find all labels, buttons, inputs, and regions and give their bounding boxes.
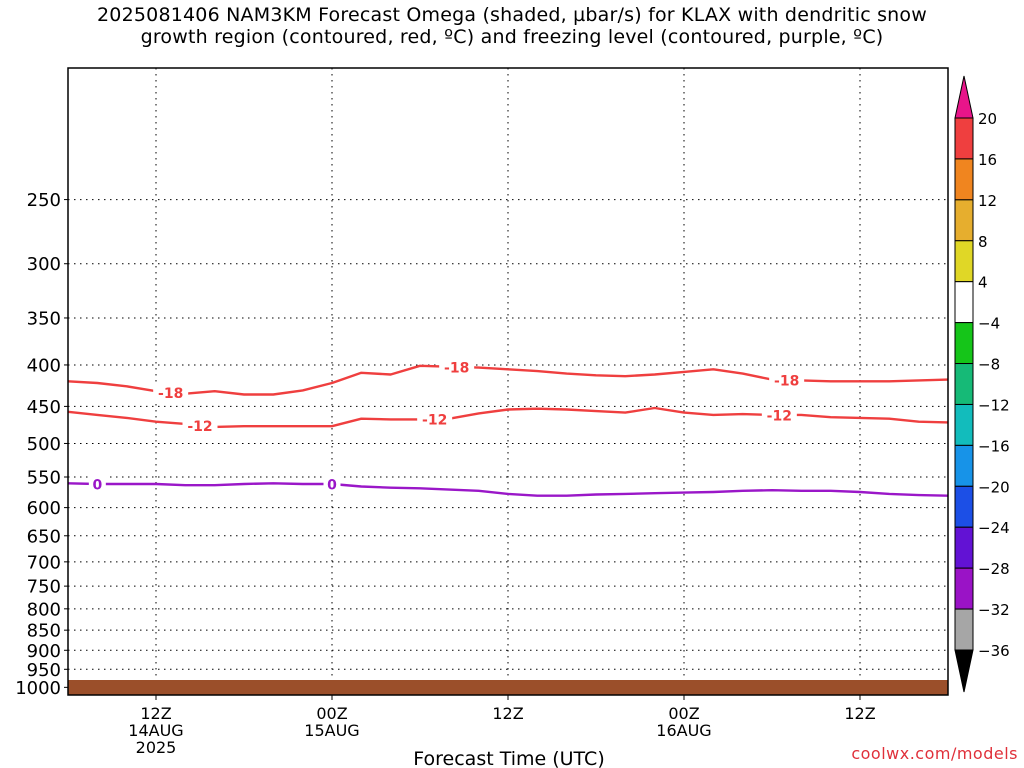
- colorbar-tick-label-1: 16: [978, 151, 997, 169]
- contour-line-0: [67, 482, 949, 497]
- x-tick-label-0-1: 14AUG: [128, 721, 183, 740]
- x-tick-label-2-0: 12Z: [492, 704, 523, 723]
- colorbar-swatch-1: [954, 158, 974, 201]
- x-tick-label-4-0: 12Z: [844, 704, 875, 723]
- colorbar-tick-label-6: −8: [978, 356, 1000, 374]
- x-tick-label-1-0: 00Z: [316, 704, 347, 723]
- x-axis-label: Forecast Time (UTC): [413, 748, 604, 768]
- plot-frame: [67, 67, 949, 696]
- y-tick-label-350: 350: [27, 308, 61, 329]
- colorbar-tick-label-4: 4: [978, 274, 988, 292]
- axes: 2503003504004505005506006507007508008509…: [15, 67, 949, 757]
- y-tick-label-950: 950: [27, 660, 61, 681]
- colorbar-swatch-7: [954, 403, 974, 446]
- chart-title: 2025081406 NAM3KM Forecast Omega (shaded…: [0, 4, 1024, 48]
- colorbar-swatch-4: [954, 281, 974, 324]
- x-tick-label-0-0: 12Z: [140, 704, 171, 723]
- y-tick-label-700: 700: [27, 552, 61, 573]
- contour-label-bg-0-1: [439, 358, 475, 375]
- contour-label-1-2: -12: [767, 408, 792, 424]
- contour-label-0-2: -18: [774, 374, 799, 390]
- contour-label-bg-0-0: [153, 384, 189, 401]
- contour-label-0-1: -18: [444, 360, 469, 376]
- colorbar-tick-label-9: −20: [978, 478, 1010, 496]
- colorbar-tick-label-3: 8: [978, 233, 988, 251]
- terrain-band: [68, 680, 948, 695]
- surface-terrain: [68, 680, 948, 695]
- y-tick-label-300: 300: [27, 254, 61, 275]
- y-tick-label-600: 600: [27, 498, 61, 519]
- y-tick-label-250: 250: [27, 190, 61, 211]
- colorbar-tick-label-8: −16: [978, 437, 1010, 455]
- colorbar-tick-label-13: −36: [978, 642, 1010, 660]
- y-tick-label-450: 450: [27, 397, 61, 418]
- contour-label-2-0: 0: [92, 477, 102, 493]
- colorbar: 20 16 12 8 4 −4 −8 −12 −16 −20 −24 −28 −32 −36: [954, 75, 1010, 693]
- colorbar-tick-label-12: −32: [978, 601, 1010, 619]
- colorbar-swatch-10: [954, 526, 974, 569]
- y-tick-label-750: 750: [27, 577, 61, 598]
- contour-label-2-1: 0: [327, 477, 337, 493]
- colorbar-swatch-12: [954, 608, 974, 651]
- colorbar-swatch-5: [954, 322, 974, 365]
- y-tick-label-400: 400: [27, 355, 61, 376]
- y-tick-label-650: 650: [27, 526, 61, 547]
- chart-title-line-1: 2025081406 NAM3KM Forecast Omega (shaded…: [97, 4, 927, 26]
- colorbar-swatch-3: [954, 240, 974, 283]
- x-tick-label-0-2: 2025: [136, 738, 177, 757]
- y-tick-label-550: 550: [27, 467, 61, 488]
- contour-label-bg-2-0: [88, 475, 106, 492]
- y-tick-label-500: 500: [27, 434, 61, 455]
- colorbar-tick-label-2: 12: [978, 192, 997, 210]
- y-tick-label-850: 850: [27, 621, 61, 642]
- x-tick-label-3-0: 00Z: [668, 704, 699, 723]
- y-tick-label-900: 900: [27, 641, 61, 662]
- x-tick-label-1-1: 15AUG: [304, 721, 359, 740]
- colorbar-swatch-9: [954, 485, 974, 528]
- y-tick-label-1000: 1000: [15, 678, 61, 699]
- colorbar-swatch-0: [954, 117, 974, 160]
- colorbar-bottom-arrow: [954, 649, 974, 693]
- chart-title-line-2: growth region (contoured, red, ºC) and f…: [140, 26, 884, 48]
- contour-label-0-0: -18: [158, 386, 183, 402]
- contour-label-1-0: -12: [187, 419, 212, 435]
- colorbar-tick-label-0: 20: [978, 110, 997, 128]
- colorbar-swatch-11: [954, 567, 974, 610]
- x-tick-label-3-1: 16AUG: [656, 721, 711, 740]
- colorbar-top-arrow: [954, 75, 974, 119]
- colorbar-swatch-6: [954, 363, 974, 405]
- colorbar-tick-label-7: −12: [978, 396, 1010, 414]
- contour-label-bg-1-2: [761, 406, 797, 423]
- colorbar-tick-label-10: −24: [978, 519, 1010, 537]
- contour-label-bg-2-1: [323, 475, 341, 492]
- contour-label-1-1: -12: [422, 413, 447, 429]
- colorbar-tick-label-5: −4: [978, 315, 1000, 333]
- contour-label-bg-1-0: [182, 417, 218, 434]
- contour-label-bg-1-1: [417, 411, 453, 428]
- contour-label-bg-0-2: [769, 372, 805, 389]
- y-tick-label-800: 800: [27, 599, 61, 620]
- contour-series: -18 -18 -18 -12 -12 -12 0 0: [67, 358, 949, 497]
- source-credit: coolwx.com/models: [851, 744, 1018, 763]
- colorbar-tick-label-11: −28: [978, 560, 1010, 578]
- colorbar-swatch-8: [954, 444, 974, 487]
- colorbar-swatch-2: [954, 199, 974, 242]
